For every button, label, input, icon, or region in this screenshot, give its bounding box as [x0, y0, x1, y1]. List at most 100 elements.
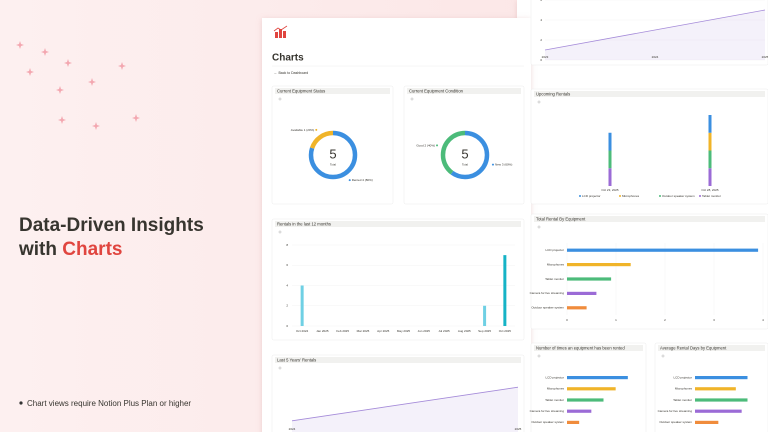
- y-tick-label: Tablet monitor: [545, 398, 564, 402]
- y-tick-label: Camera for live streaming: [530, 291, 565, 295]
- bar: [300, 285, 304, 326]
- slice-name: Rented: [352, 178, 362, 182]
- x-tick-label: Sep 2025: [478, 329, 491, 333]
- bar-segment: [608, 132, 612, 151]
- bar-segment: [608, 168, 612, 186]
- y-tick-label: Microphones: [547, 387, 565, 391]
- view-icon: [537, 225, 541, 229]
- area: [545, 10, 765, 60]
- legend-label: Tablet monitor: [702, 194, 721, 198]
- x-tick-label: Oct 2025: [499, 329, 512, 333]
- slice-label: New 3 (60%): [495, 162, 512, 166]
- y-tick-label: Outdoor speaker system: [531, 420, 564, 424]
- legend-dot: [699, 195, 701, 197]
- chart-title-bar: [534, 91, 765, 97]
- slice-label: Available 1 (20%): [291, 128, 314, 132]
- y-tick-label: LCD projector: [545, 248, 564, 252]
- y-tick-label: 0: [540, 58, 542, 62]
- slice-label: Good 2 (40%): [416, 143, 435, 147]
- view-icon: [410, 97, 414, 101]
- chart-title: Total Rental By Equipment: [536, 216, 586, 221]
- y-tick-label: 0: [286, 324, 288, 328]
- chart-title-bar: [407, 88, 521, 94]
- legend-dot: [348, 179, 351, 182]
- chart-title: Average Rental Days by Equipment: [660, 345, 727, 350]
- x-tick-label: 2025: [762, 55, 768, 59]
- chart-title-bar: [275, 221, 521, 227]
- slice-name: New: [495, 162, 502, 166]
- chart-title-bar: [275, 88, 390, 94]
- view-icon: [278, 230, 282, 234]
- hero-title: with Charts: [18, 239, 122, 260]
- x-tick-label: 2025: [515, 427, 522, 431]
- y-tick-label: LCD projector: [545, 375, 564, 379]
- chart-title: Current Equipment Condition: [409, 88, 464, 93]
- chart-title: Upcoming Rentals: [536, 91, 570, 96]
- legend-label: Microphones: [622, 194, 640, 198]
- y-tick-label: 2: [286, 304, 288, 308]
- bar: [695, 398, 748, 402]
- legend-dot: [619, 195, 621, 197]
- donut-total-label: Total: [462, 163, 468, 167]
- view-icon: [278, 366, 282, 370]
- bar: [695, 420, 719, 424]
- page-icon: [273, 25, 288, 38]
- chart-title: Last 5 Years' Rentals: [277, 357, 316, 362]
- slice-name: Available: [291, 128, 303, 132]
- x-tick-label: 2024: [289, 427, 296, 431]
- y-tick-label: Outdoor speaker system: [659, 420, 692, 424]
- y-tick-label: 4: [540, 18, 542, 22]
- y-tick-label: 6: [540, 0, 542, 2]
- chart-card: [530, 88, 768, 205]
- donut-total-label: Total: [330, 163, 336, 167]
- bar: [503, 255, 507, 326]
- bar-segment: [608, 150, 612, 169]
- y-tick-label: 2: [540, 38, 542, 42]
- bar: [567, 263, 631, 267]
- x-tick-label: Aug 2025: [458, 329, 471, 333]
- legend-label: Outdoor speaker system: [662, 194, 695, 198]
- slice-value: 1 (20%): [304, 128, 315, 132]
- slice-value: 2 (40%): [425, 143, 436, 147]
- y-tick-label: Microphones: [547, 262, 565, 266]
- chart-card: [530, 213, 768, 330]
- bar: [567, 277, 612, 281]
- view-icon: [537, 100, 541, 104]
- view-icon: [278, 97, 282, 101]
- area: [292, 387, 518, 432]
- slice-value: 4 (80%): [362, 178, 373, 182]
- x-tick-label: May 2025: [397, 329, 411, 333]
- y-tick-label: 4: [286, 283, 288, 287]
- donut-segment: [308, 130, 358, 180]
- chart-title-bar: [534, 345, 643, 351]
- back-link[interactable]: ← Back to Dashboard: [274, 71, 308, 75]
- x-tick-label: Oct 2024: [296, 329, 309, 333]
- donut-total: 5: [461, 146, 468, 161]
- hero-title: Data-Driven Insights: [19, 215, 204, 236]
- slice-value: 3 (60%): [502, 162, 513, 166]
- y-tick-label: LCD projector: [673, 375, 692, 379]
- chart-card: [271, 85, 394, 205]
- legend-dot: [659, 195, 661, 197]
- chart-card: [403, 85, 525, 205]
- x-tick-label: Jan 2025: [316, 329, 329, 333]
- x-tick-label: Oct 23, 2025: [601, 188, 619, 192]
- x-tick-label: Mar 2025: [357, 329, 370, 333]
- x-tick-label: 0: [566, 318, 568, 322]
- x-tick-label: 1: [615, 318, 617, 322]
- y-tick-label: Tablet monitor: [545, 277, 564, 281]
- line: [544, 9, 766, 51]
- x-tick-label: 2: [664, 318, 666, 322]
- donut-total: 5: [329, 146, 336, 161]
- bar: [567, 420, 580, 424]
- y-tick-label: Camera for live streaming: [530, 409, 565, 413]
- slice-name: Good: [416, 143, 424, 147]
- legend-label: LCD projector: [582, 194, 601, 198]
- chart-title-bar: [275, 357, 521, 363]
- bar: [567, 248, 759, 252]
- chart-card: [271, 354, 525, 432]
- bullet: [19, 401, 23, 405]
- bar: [483, 305, 487, 326]
- bar-segment: [708, 168, 712, 186]
